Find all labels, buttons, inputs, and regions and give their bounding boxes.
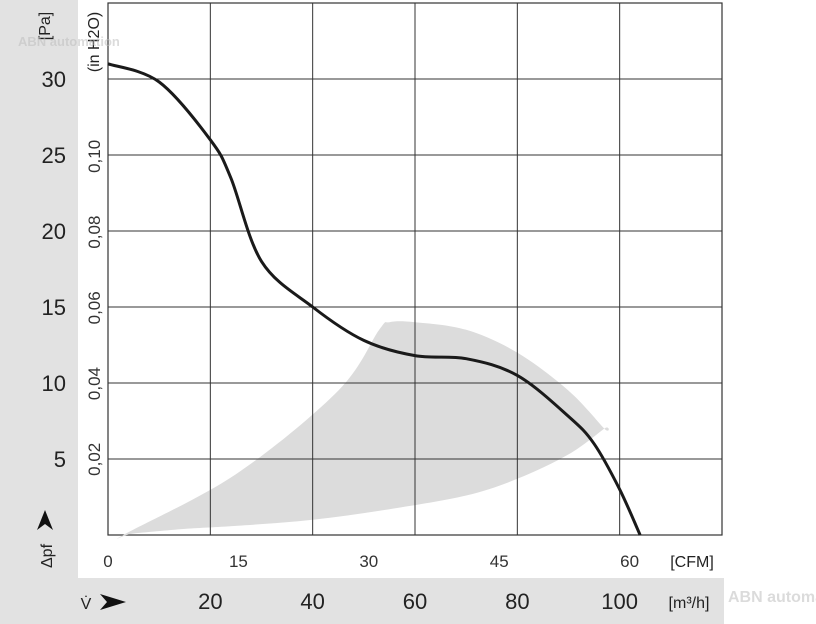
y-tick-label-pa: 10: [42, 371, 66, 396]
axis-bands: [0, 0, 724, 624]
label-layer: 5 10 15 20 25 30 [Pa] Δpf 0,02 0,04 0,06 0,08 0,10 (i…: [18, 12, 816, 614]
grid-layer: [108, 3, 722, 535]
y-tick-label-pa: 30: [42, 67, 66, 92]
x-unit-label-m3h: [m³/h]: [669, 595, 710, 612]
x-axis-arrow-icon: [100, 594, 126, 610]
y-tick-label-inh2o: 0,02: [85, 443, 104, 476]
x-tick-label-m3h: 40: [300, 589, 324, 614]
x-tick-label-cfm: 0: [103, 552, 112, 571]
x-tick-label-cfm: 15: [229, 552, 248, 571]
y-tick-label-inh2o: 0,10: [85, 140, 104, 173]
x-tick-label-m3h: 20: [198, 589, 222, 614]
operating-range-layer: [116, 321, 609, 540]
y-unit-label-pa: [Pa]: [37, 12, 54, 40]
left-axis-band: [0, 0, 78, 578]
y-tick-label-pa: 25: [42, 143, 66, 168]
y-tick-label-pa: 15: [42, 295, 66, 320]
x-tick-label-m3h: 80: [505, 589, 529, 614]
y-tick-label-pa: 5: [54, 447, 66, 472]
watermark-text: ABN automation: [728, 589, 816, 606]
x-tick-label-m3h: 60: [403, 589, 427, 614]
y-unit-label-inh2o: (in H2O): [86, 12, 103, 72]
x-unit-label-cfm: [CFM]: [670, 554, 714, 571]
x-tick-label-cfm: 60: [620, 552, 639, 571]
y-axis-title: Δpf: [39, 543, 56, 568]
x-tick-label-cfm: 45: [490, 552, 509, 571]
watermark-text: ABN automation: [18, 34, 120, 49]
y-tick-label-pa: 20: [42, 219, 66, 244]
fan-curve-line: [107, 62, 642, 536]
x-axis-title: V̇: [81, 595, 92, 613]
y-tick-label-inh2o: 0,08: [85, 216, 104, 249]
y-tick-label-inh2o: 0,06: [85, 291, 104, 324]
y-axis-arrow-icon: [37, 510, 53, 530]
x-tick-label-m3h: 100: [601, 589, 638, 614]
y-tick-label-inh2o: 0,04: [85, 367, 104, 400]
curve-layer: [107, 62, 642, 536]
x-tick-label-cfm: 30: [359, 552, 378, 571]
operating-range-area: [116, 321, 609, 540]
